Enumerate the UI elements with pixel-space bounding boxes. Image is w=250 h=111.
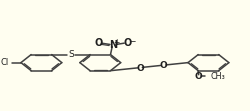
- Text: O: O: [159, 61, 167, 70]
- Text: CH₃: CH₃: [210, 72, 225, 81]
- Text: O: O: [94, 38, 102, 48]
- Text: S: S: [68, 50, 74, 59]
- Text: +: +: [113, 38, 119, 47]
- Text: O: O: [123, 38, 132, 48]
- Text: N: N: [109, 40, 117, 50]
- Text: −: −: [128, 37, 136, 46]
- Text: O: O: [136, 64, 144, 73]
- Text: Cl: Cl: [1, 58, 9, 67]
- Text: O: O: [195, 72, 202, 81]
